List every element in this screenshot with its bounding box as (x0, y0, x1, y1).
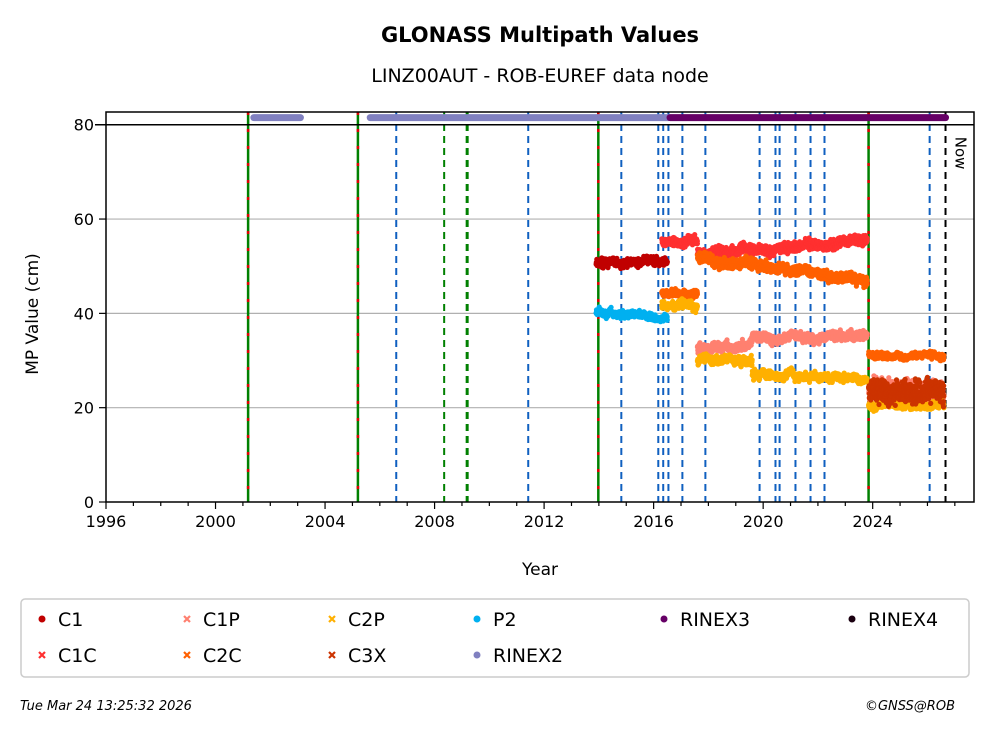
data-point (865, 236, 870, 241)
data-point (941, 353, 946, 358)
data-point (665, 259, 670, 264)
data-point (865, 278, 870, 283)
chart-title: GLONASS Multipath Values (381, 23, 699, 47)
data-point (865, 331, 870, 336)
now-label: Now (952, 137, 970, 170)
chart-subtitle: LINZ00AUT - ROB-EUREF data node (371, 65, 708, 87)
data-point (695, 292, 700, 297)
data-point (695, 241, 700, 246)
data-point (695, 304, 700, 309)
